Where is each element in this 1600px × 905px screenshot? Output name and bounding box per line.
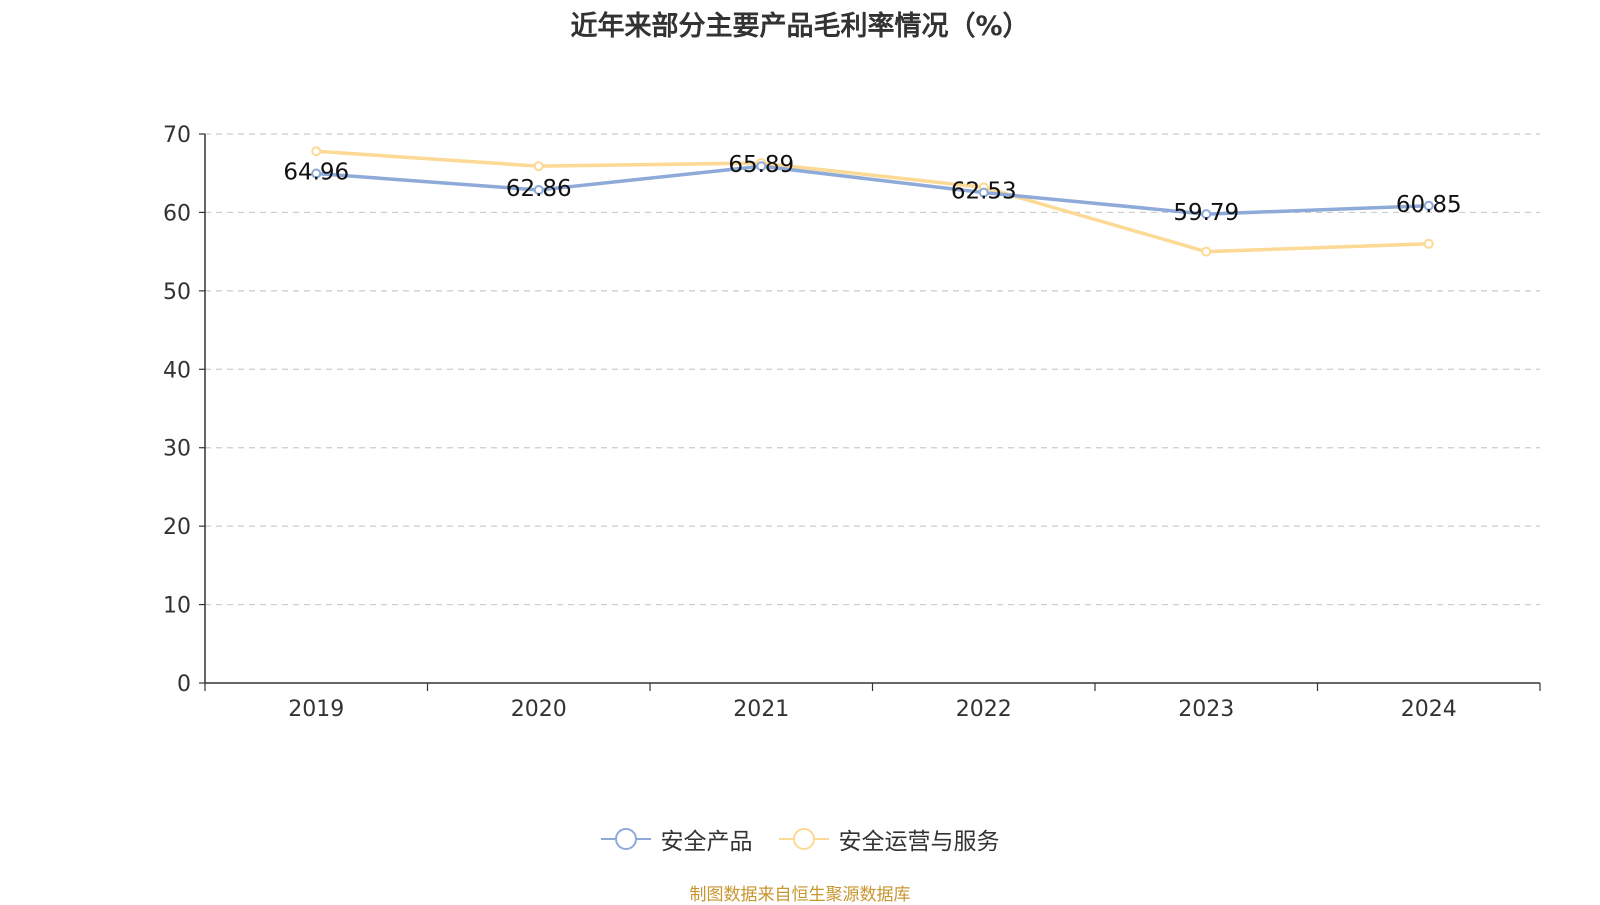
data-point-service: [1423, 238, 1434, 249]
data-label: 59.79: [1173, 200, 1239, 226]
data-point-service: [1201, 246, 1212, 257]
y-tick-label: 30: [163, 437, 191, 462]
legend-marker-service: [778, 828, 829, 850]
y-tick-label: 0: [177, 672, 191, 697]
x-tick-label: 2020: [511, 697, 567, 722]
legend-label-service: 安全运营与服务: [838, 829, 1000, 855]
data-point-service: [533, 161, 544, 172]
data-label: 62.86: [506, 176, 572, 202]
x-tick-label: 2024: [1401, 697, 1457, 722]
series-line-service: [316, 149, 1429, 254]
y-tick-label: 70: [163, 123, 191, 148]
data-point-product: [978, 187, 989, 198]
legend-item-product[interactable]: 安全产品: [600, 822, 753, 856]
data-point-product: [1423, 200, 1434, 211]
x-tick-label: 2023: [1178, 697, 1234, 722]
source-note: 制图数据来自恒生聚源数据库: [689, 885, 911, 905]
x-tick-label: 2022: [956, 697, 1012, 722]
data-point-service: [311, 146, 322, 157]
data-point-product: [533, 184, 544, 195]
y-tick-label: 10: [163, 594, 191, 619]
data-label: 62.53: [951, 179, 1017, 205]
data-label: 65.89: [728, 152, 794, 178]
y-tick-label: 40: [163, 358, 191, 383]
x-tick-label: 2021: [733, 697, 789, 722]
data-point-product: [756, 161, 767, 172]
series-line-product: [316, 164, 1429, 216]
y-tick-label: 60: [163, 201, 191, 226]
data-point-product: [1201, 209, 1212, 220]
y-tick-label: 20: [163, 515, 191, 540]
legend-label-product: 安全产品: [660, 829, 753, 855]
legend: 安全产品 安全运营与服务: [0, 822, 1600, 856]
data-point-product: [311, 168, 322, 179]
chart-title: 近年来部分主要产品毛利率情况（%）: [570, 11, 1030, 42]
x-tick-label: 2019: [288, 697, 344, 722]
y-tick-label: 50: [163, 280, 191, 305]
data-label: 60.85: [1396, 192, 1462, 218]
legend-marker-product: [600, 828, 651, 850]
legend-item-service[interactable]: 安全运营与服务: [778, 822, 1000, 856]
data-label: 64.96: [283, 160, 349, 186]
